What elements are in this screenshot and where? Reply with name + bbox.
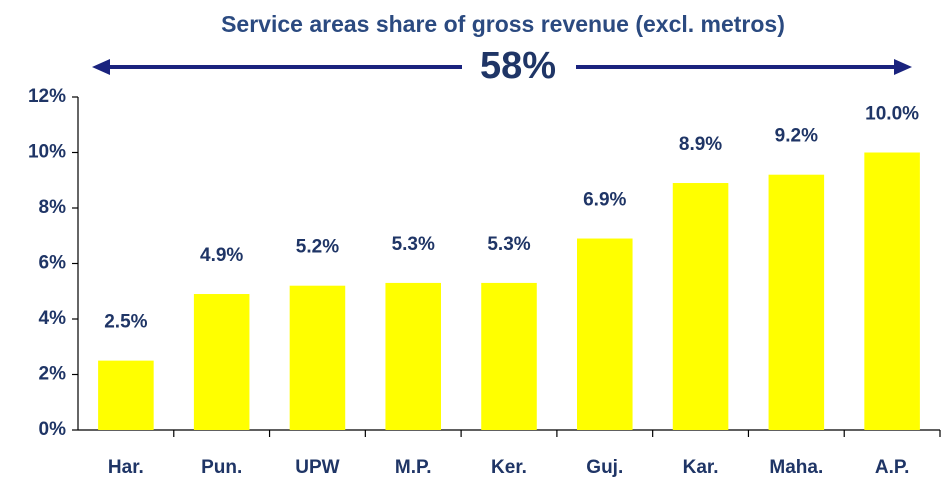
y-tick-label: 2% xyxy=(39,364,67,385)
data-label: 4.9% xyxy=(200,245,243,266)
y-tick-label: 0% xyxy=(39,419,67,440)
data-label: 6.9% xyxy=(583,190,626,211)
bar xyxy=(385,282,441,430)
x-tick-label: Har. xyxy=(108,457,144,477)
x-tick-label: Maha. xyxy=(769,457,823,477)
x-tick-label: Kar. xyxy=(683,457,719,477)
y-tick-label: 8% xyxy=(39,197,67,218)
x-tick-label: Pun. xyxy=(201,457,242,477)
bar xyxy=(768,174,825,430)
data-label: 5.3% xyxy=(487,234,530,255)
x-tick-label: UPW xyxy=(295,457,339,477)
bar xyxy=(98,360,154,430)
data-label: 5.3% xyxy=(392,234,435,255)
chart-title: Service areas share of gross revenue (ex… xyxy=(221,11,785,37)
span-arrow xyxy=(92,59,912,75)
data-label: 9.2% xyxy=(775,126,818,147)
bar xyxy=(289,285,346,430)
x-tick-label: M.P. xyxy=(395,457,432,477)
y-tick-label: 4% xyxy=(39,308,67,329)
bar xyxy=(481,282,537,430)
bar xyxy=(864,152,920,430)
data-label: 5.2% xyxy=(296,237,339,258)
y-tick-label: 6% xyxy=(39,253,67,274)
x-tick-label: A.P. xyxy=(875,457,910,477)
data-label: 2.5% xyxy=(104,312,147,333)
bar xyxy=(577,238,633,430)
x-tick-label: Guj. xyxy=(586,457,623,477)
x-tick-label: Ker. xyxy=(491,457,527,477)
data-label: 8.9% xyxy=(679,134,722,155)
y-tick-label: 12% xyxy=(28,86,66,107)
bar xyxy=(193,294,250,430)
annotation: 58% xyxy=(480,45,556,87)
data-label: 10.0% xyxy=(865,104,919,125)
bar xyxy=(672,183,729,430)
y-tick-label: 10% xyxy=(28,142,66,163)
